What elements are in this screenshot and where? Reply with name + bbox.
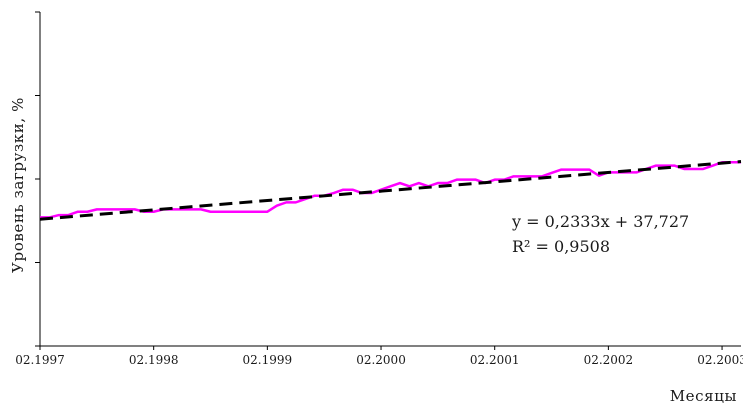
r-squared-label: R² = 0,9508 (512, 237, 610, 256)
y-ticks (35, 11, 40, 347)
x-tick-label: 02.1999 (243, 353, 293, 367)
x-tick-label: 02.1997 (15, 353, 65, 367)
x-tick-label: 02.2000 (356, 353, 406, 367)
axes (39, 12, 741, 347)
x-tick-label: 02.2002 (584, 353, 634, 367)
trendline (39, 160, 742, 221)
x-tick-label: 02.2001 (470, 353, 520, 367)
x-axis-title: Месяцы (670, 387, 737, 405)
trendline-equation: y = 0,2333x + 37,727 (511, 212, 689, 231)
x-tick-labels: 02.1997 02.1998 02.1999 02.2000 02.2001 02.20… (15, 346, 743, 367)
x-tick-label: 02.1998 (129, 353, 179, 367)
x-tick-label: 02.2003 (697, 353, 743, 367)
trendline-layer (39, 160, 742, 221)
y-axis-title: Уровень загрузки, % (9, 97, 27, 273)
